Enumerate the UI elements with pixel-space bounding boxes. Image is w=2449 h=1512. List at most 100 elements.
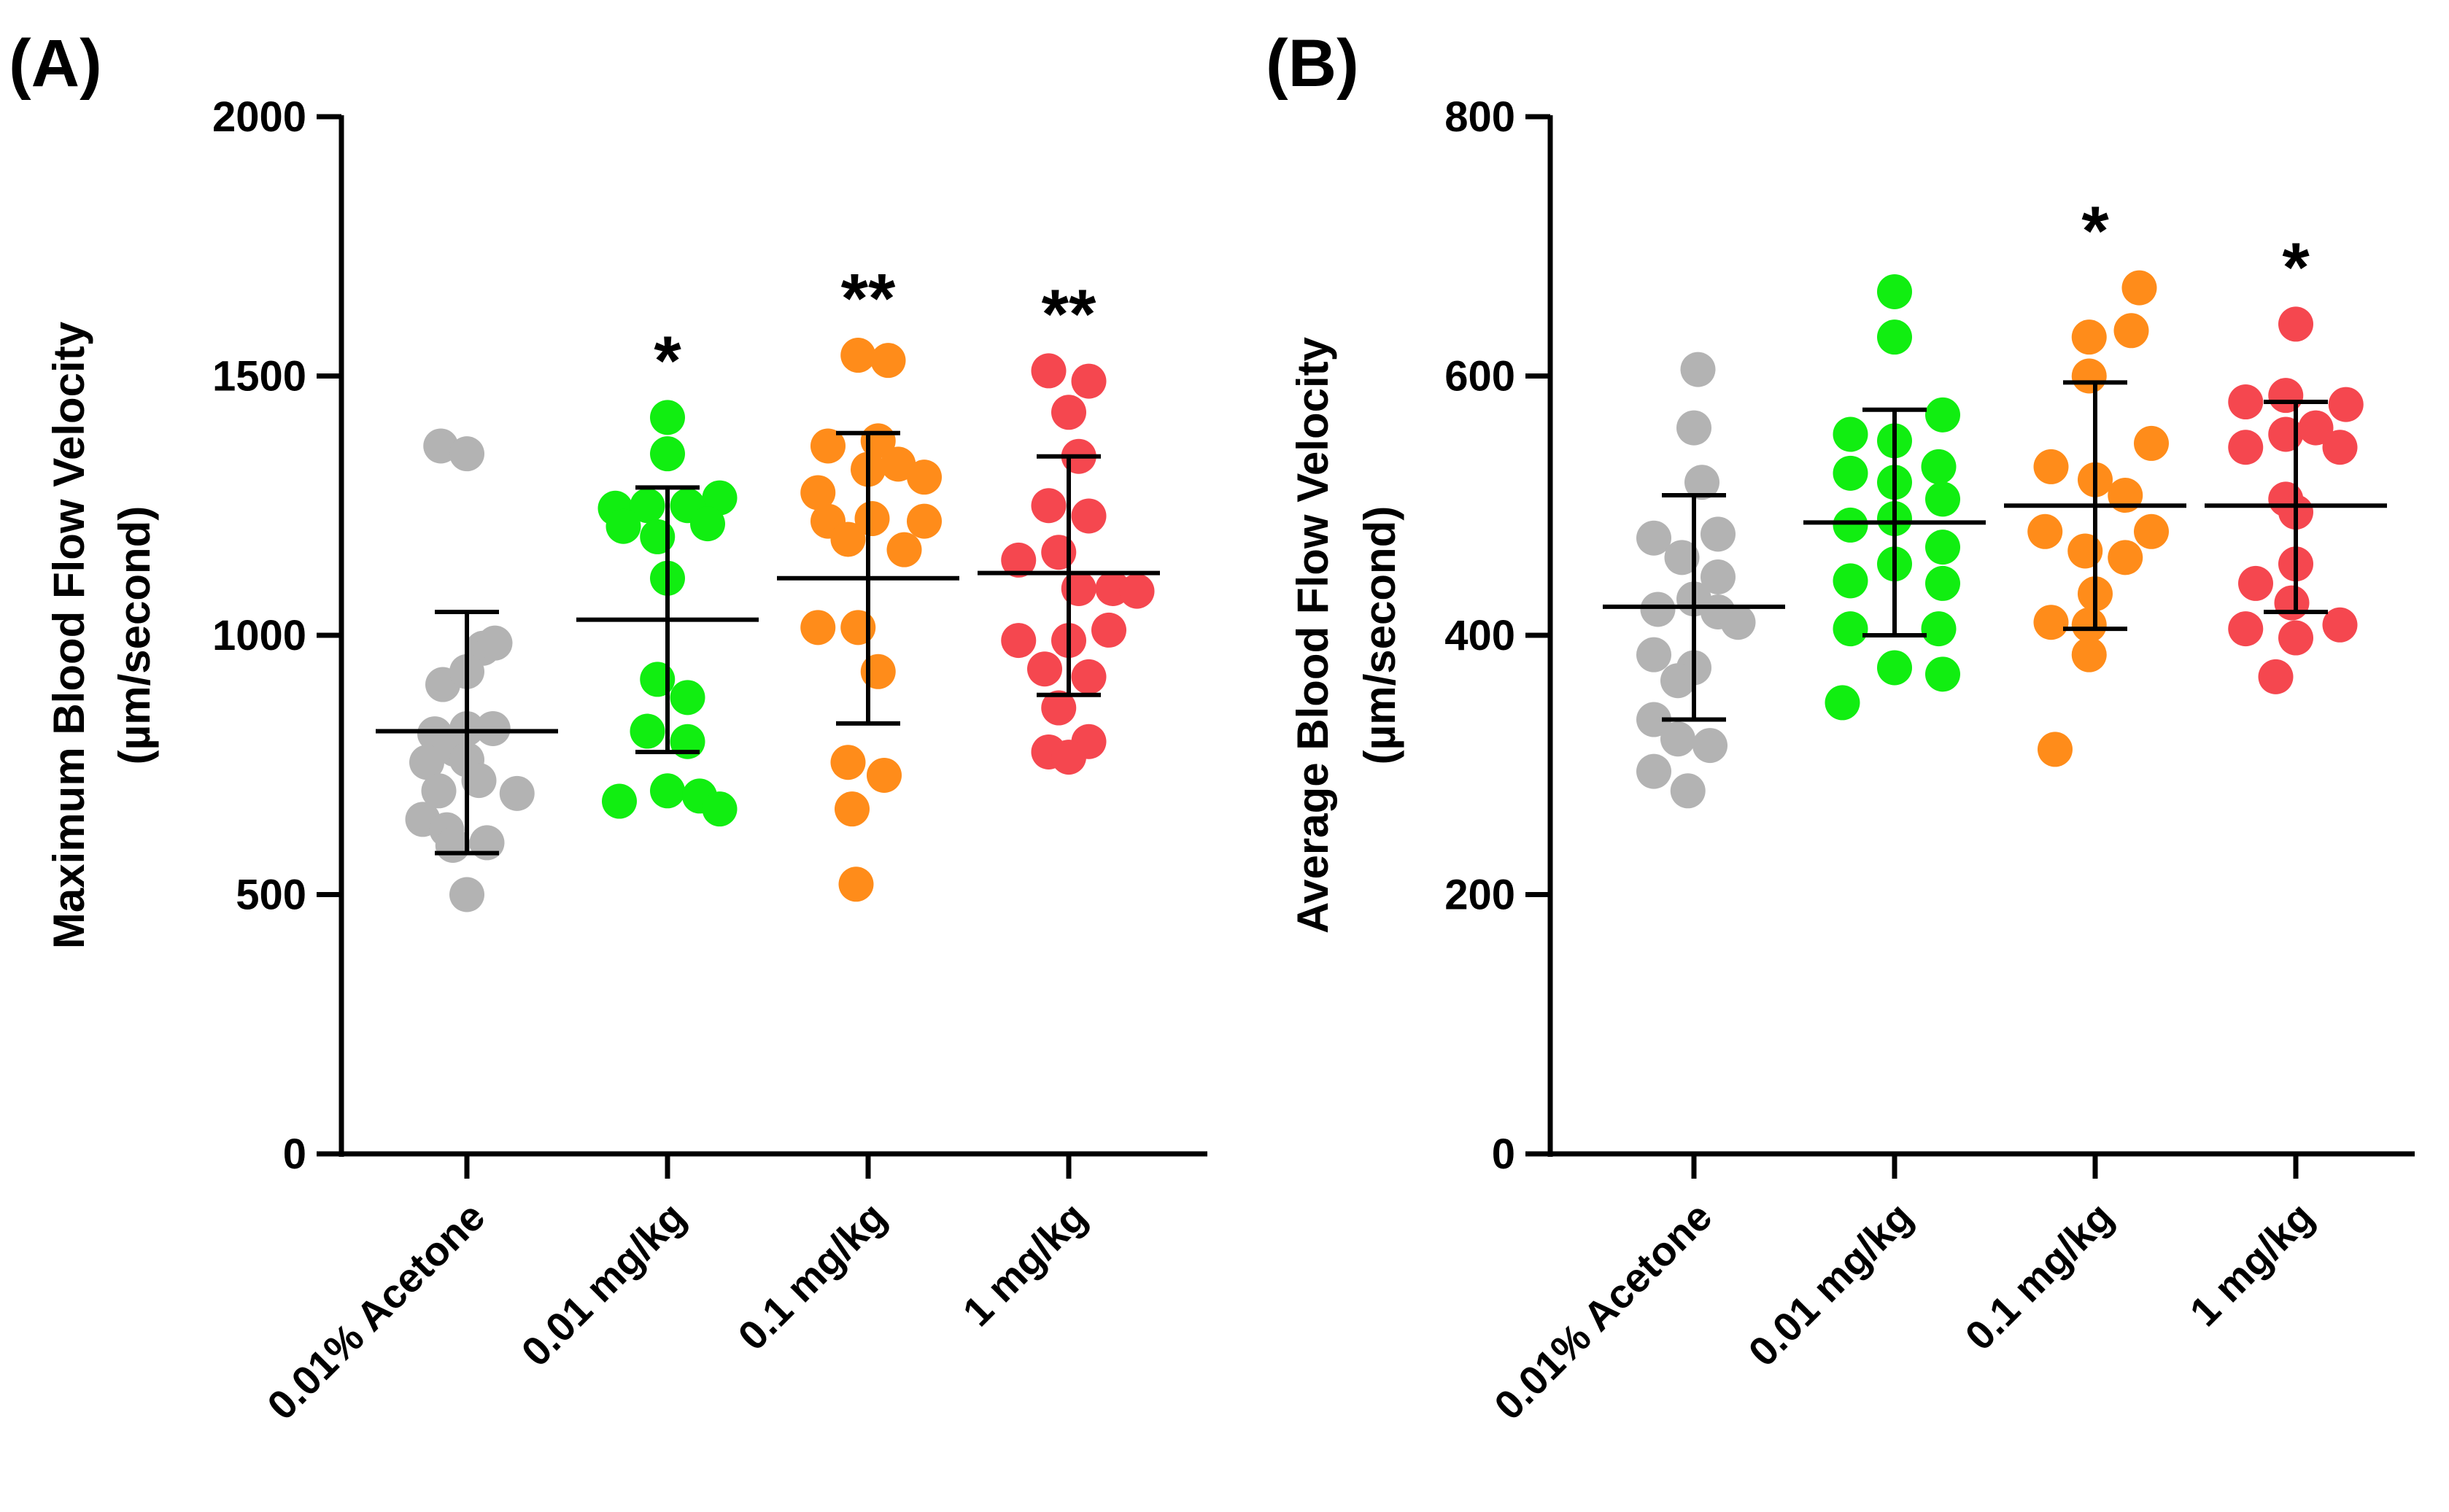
x-category-label: 0.01% Acetone bbox=[1485, 1193, 1721, 1429]
data-point bbox=[449, 436, 484, 472]
data-point bbox=[1720, 605, 1756, 640]
data-point bbox=[830, 745, 866, 780]
data-point bbox=[1031, 488, 1067, 524]
data-point bbox=[1833, 507, 1868, 543]
y-tick-label: 0 bbox=[283, 1131, 306, 1178]
data-point bbox=[1636, 753, 1671, 789]
panel-label: (A) bbox=[9, 26, 102, 101]
data-point bbox=[800, 475, 836, 511]
data-point bbox=[1119, 573, 1155, 609]
data-point bbox=[1925, 656, 1960, 692]
data-point bbox=[630, 488, 665, 524]
data-point bbox=[1061, 571, 1096, 607]
data-point bbox=[1701, 516, 1736, 552]
data-point bbox=[477, 625, 513, 661]
data-point bbox=[886, 532, 922, 567]
data-point bbox=[1825, 685, 1860, 721]
y-tick-label: 0 bbox=[1492, 1131, 1515, 1178]
data-point bbox=[1670, 773, 1706, 809]
panel-label: (B) bbox=[1266, 26, 1359, 101]
data-point bbox=[838, 867, 874, 902]
data-point bbox=[1041, 690, 1077, 726]
data-point bbox=[2258, 659, 2294, 694]
data-point bbox=[2322, 430, 2358, 465]
data-point bbox=[2228, 430, 2264, 465]
data-point bbox=[630, 713, 665, 749]
data-point bbox=[1041, 535, 1077, 570]
data-point bbox=[2121, 270, 2157, 306]
data-point bbox=[830, 522, 866, 557]
data-point bbox=[1680, 352, 1716, 387]
data-point bbox=[860, 654, 896, 689]
data-point bbox=[602, 783, 637, 819]
data-point bbox=[2134, 513, 2169, 549]
x-category-label: 0.1 mg/kg bbox=[1956, 1193, 2121, 1359]
data-point bbox=[2268, 378, 2304, 414]
x-category-label: 1 mg/kg bbox=[2181, 1193, 2322, 1335]
x-category-label: 0.01 mg/kg bbox=[1739, 1193, 1921, 1375]
data-point bbox=[1925, 397, 1960, 433]
data-point bbox=[2108, 540, 2143, 575]
data-point bbox=[2322, 607, 2358, 643]
data-point bbox=[1684, 465, 1719, 500]
x-category-label: 1 mg/kg bbox=[953, 1193, 1095, 1335]
series-3: ** bbox=[777, 260, 959, 902]
data-point bbox=[2278, 620, 2313, 656]
x-category-label: 0.01 mg/kg bbox=[512, 1193, 694, 1375]
data-point bbox=[640, 519, 676, 554]
data-point bbox=[2228, 611, 2264, 647]
data-point bbox=[881, 446, 916, 482]
y-tick-label: 600 bbox=[1444, 353, 1515, 400]
series-1 bbox=[1603, 352, 1785, 809]
data-point bbox=[1833, 416, 1868, 452]
data-point bbox=[1921, 449, 1957, 484]
data-point bbox=[449, 877, 484, 912]
x-category-label: 0.1 mg/kg bbox=[729, 1193, 894, 1359]
data-point bbox=[2274, 585, 2310, 621]
data-point bbox=[2071, 637, 2107, 672]
data-point bbox=[640, 662, 676, 697]
data-point bbox=[2228, 384, 2264, 420]
data-point bbox=[1001, 542, 1037, 578]
data-point bbox=[1636, 702, 1671, 737]
data-point bbox=[702, 791, 738, 827]
data-point bbox=[854, 501, 890, 537]
data-point bbox=[2328, 387, 2364, 422]
data-point bbox=[2038, 732, 2073, 767]
data-point bbox=[1692, 728, 1728, 764]
y-axis-title: Maximum Blood Flow Velocity bbox=[45, 321, 93, 949]
data-point bbox=[1921, 611, 1957, 647]
significance-marker: * bbox=[654, 322, 681, 400]
data-point bbox=[421, 773, 457, 809]
data-point bbox=[867, 757, 902, 793]
data-point bbox=[650, 400, 685, 435]
data-point bbox=[1925, 481, 1960, 517]
y-tick-label: 1500 bbox=[212, 353, 306, 400]
data-point bbox=[1877, 319, 1912, 355]
data-point bbox=[670, 680, 705, 716]
data-point bbox=[1636, 520, 1671, 556]
y-axis-title: Average Blood Flow Velocity bbox=[1288, 336, 1337, 934]
series-1 bbox=[376, 428, 558, 912]
data-point bbox=[409, 745, 444, 780]
data-point bbox=[606, 508, 641, 544]
data-point bbox=[1877, 274, 1912, 309]
data-point bbox=[1031, 353, 1067, 389]
significance-marker: ** bbox=[1042, 275, 1096, 353]
y-tick-label: 200 bbox=[1444, 872, 1515, 919]
data-point bbox=[1071, 659, 1107, 694]
series-4: ** bbox=[978, 275, 1160, 775]
data-point bbox=[1071, 363, 1107, 399]
data-point bbox=[1660, 721, 1695, 757]
data-point bbox=[1833, 563, 1868, 599]
data-point bbox=[2067, 533, 2103, 569]
data-point bbox=[2113, 313, 2149, 349]
data-point bbox=[1051, 395, 1086, 430]
data-point bbox=[2033, 449, 2069, 484]
panel-a: (A) 0 500 1000 1500 2000 Maximum Blood Flow Ve… bbox=[9, 26, 1207, 1429]
data-point bbox=[650, 773, 685, 809]
series-3: * bbox=[2004, 193, 2186, 767]
data-point bbox=[650, 436, 685, 472]
data-point bbox=[461, 763, 497, 799]
data-point bbox=[2238, 565, 2273, 601]
